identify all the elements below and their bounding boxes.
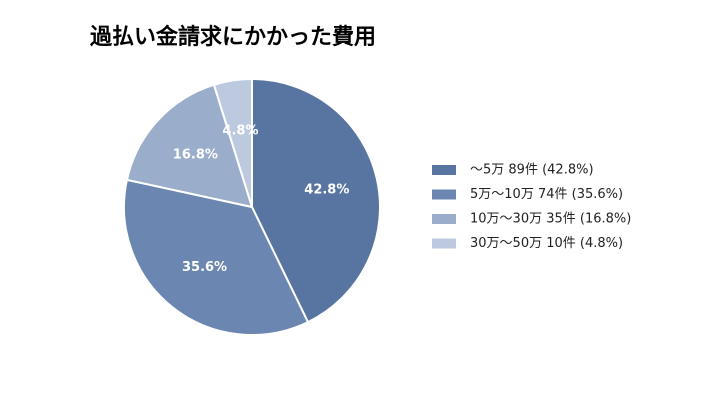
legend-swatch [432,165,456,175]
pie-slice [123,178,310,336]
data-label: 42.8% [304,182,349,197]
chart-title: 過払い金請求にかかった費用 [90,24,376,50]
data-label: 16.8% [173,148,218,163]
data-label: 4.8% [222,124,258,139]
pie-slice [212,77,253,208]
pie-slice [251,77,381,324]
pie-slice [125,83,254,209]
legend-label: 5万～10万 74件 (35.6%) [470,187,623,202]
legend-label: 30万～50万 10件 (4.8%) [470,236,623,251]
legend-label: ～5万 89件 (42.8%) [470,163,594,178]
legend-swatch [432,189,456,200]
legend-swatch [432,238,456,249]
data-label: 35.6% [182,260,227,275]
legend-label: 10万～30万 35件 (16.8%) [470,212,631,227]
legend-swatch [432,214,456,224]
